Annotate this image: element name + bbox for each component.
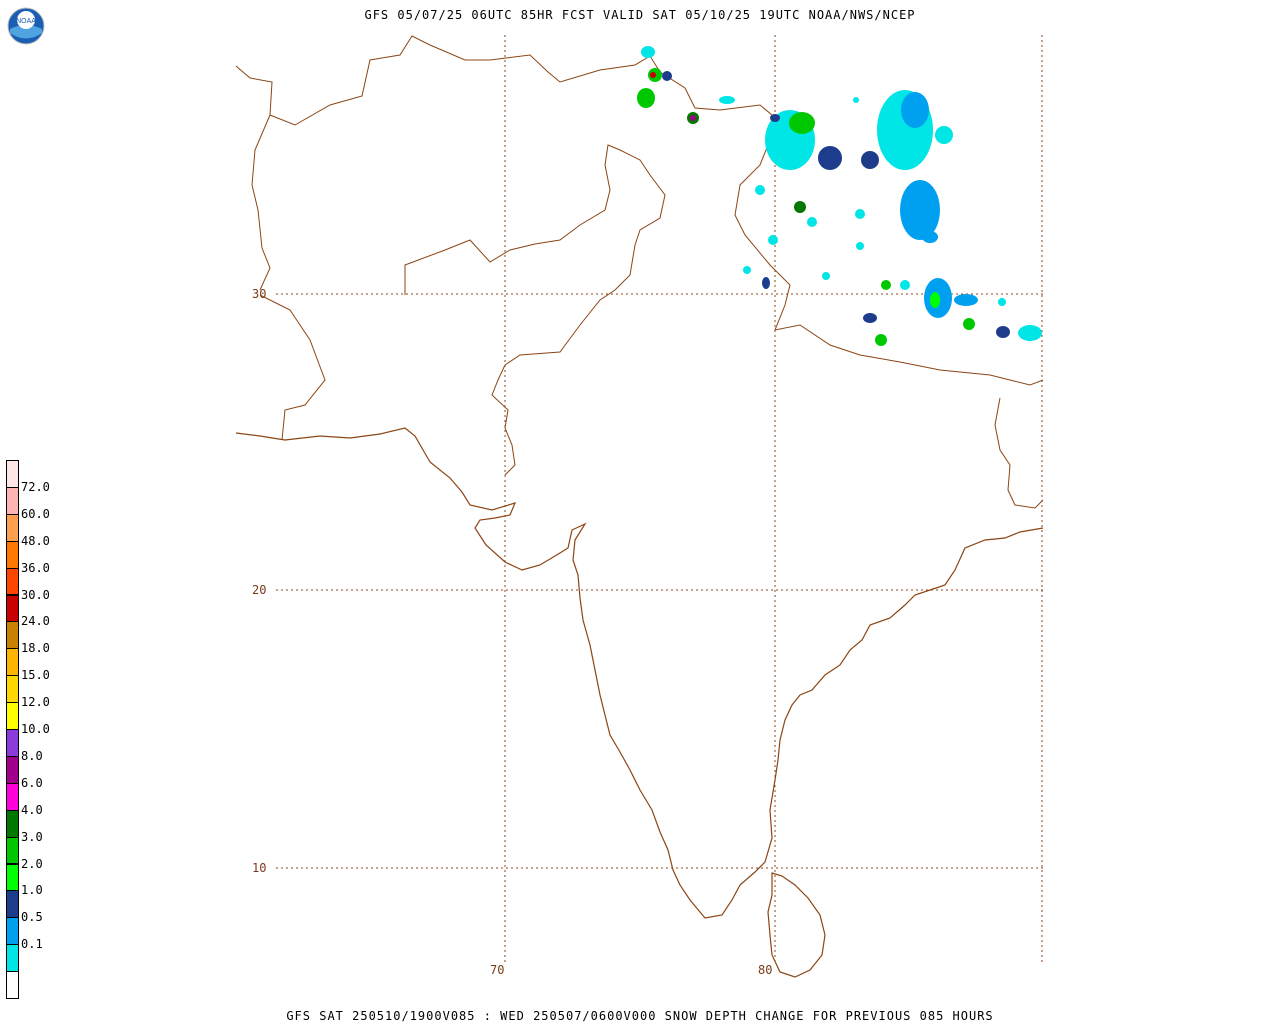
lat-lon-grid: [276, 35, 1043, 965]
legend-swatch: [6, 675, 19, 704]
legend-label: 36.0: [21, 560, 50, 575]
noaa-logo: NOAA: [7, 7, 45, 45]
lat-label-20: 20: [252, 583, 266, 597]
legend-label: 0.1: [21, 937, 43, 952]
legend-label: 30.0: [21, 587, 50, 602]
legend-swatch: [6, 836, 19, 865]
legend-swatch: [6, 460, 19, 488]
legend-swatch: [6, 917, 19, 946]
legend-swatch: [6, 729, 19, 757]
legend-label: 6.0: [21, 775, 43, 790]
logo-text: NOAA: [16, 18, 36, 25]
legend-label: 72.0: [21, 479, 50, 494]
map-footer-title: GFS SAT 250510/1900V085 : WED 250507/060…: [286, 1009, 994, 1023]
lat-label-10: 10: [252, 861, 266, 875]
northern-borders: [235, 35, 1044, 386]
legend-swatch: [6, 890, 19, 919]
map-title: GFS 05/07/25 06UTC 85HR FCST VALID SAT 0…: [364, 8, 916, 22]
legend-label: 60.0: [21, 506, 50, 521]
legend-label: 15.0: [21, 668, 50, 683]
legend-swatch: [6, 621, 19, 650]
lon-label-80: 80: [758, 963, 772, 977]
legend-swatch: [6, 567, 19, 596]
snow-depth-patches: [637, 46, 1042, 346]
legend-label: 2.0: [21, 856, 43, 871]
legend-swatch: [6, 486, 19, 515]
pakistan-border: [259, 144, 666, 441]
legend-swatch: [6, 971, 19, 999]
legend-swatch: [6, 863, 19, 892]
legend-swatch: [6, 540, 19, 569]
legend-label: 18.0: [21, 641, 50, 656]
legend-swatch: [6, 755, 19, 784]
sri-lanka-outline: [767, 872, 826, 978]
legend-label: 8.0: [21, 748, 43, 763]
legend-label: 10.0: [21, 722, 50, 736]
legend-swatch: [6, 648, 19, 677]
legend-label: 4.0: [21, 802, 43, 817]
india-west-border: [491, 364, 516, 476]
afghanistan-border: [251, 114, 271, 291]
lon-label-70: 70: [490, 963, 504, 977]
legend-swatch: [6, 809, 19, 838]
legend-label: 3.0: [21, 829, 43, 844]
legend-label: 24.0: [21, 614, 50, 629]
legend-label: 48.0: [21, 533, 50, 548]
lat-label-30: 30: [252, 287, 266, 301]
legend-label: 1.0: [21, 883, 43, 898]
legend-swatch: [6, 594, 19, 623]
india-coastline: [235, 427, 1044, 919]
legend-swatch: [6, 513, 19, 542]
legend-swatch: [6, 702, 19, 730]
legend-swatch: [6, 782, 19, 811]
legend-label: 0.5: [21, 910, 43, 925]
east-border: [994, 397, 1044, 509]
legend-swatch: [6, 944, 19, 973]
legend-label: 12.0: [21, 695, 50, 710]
